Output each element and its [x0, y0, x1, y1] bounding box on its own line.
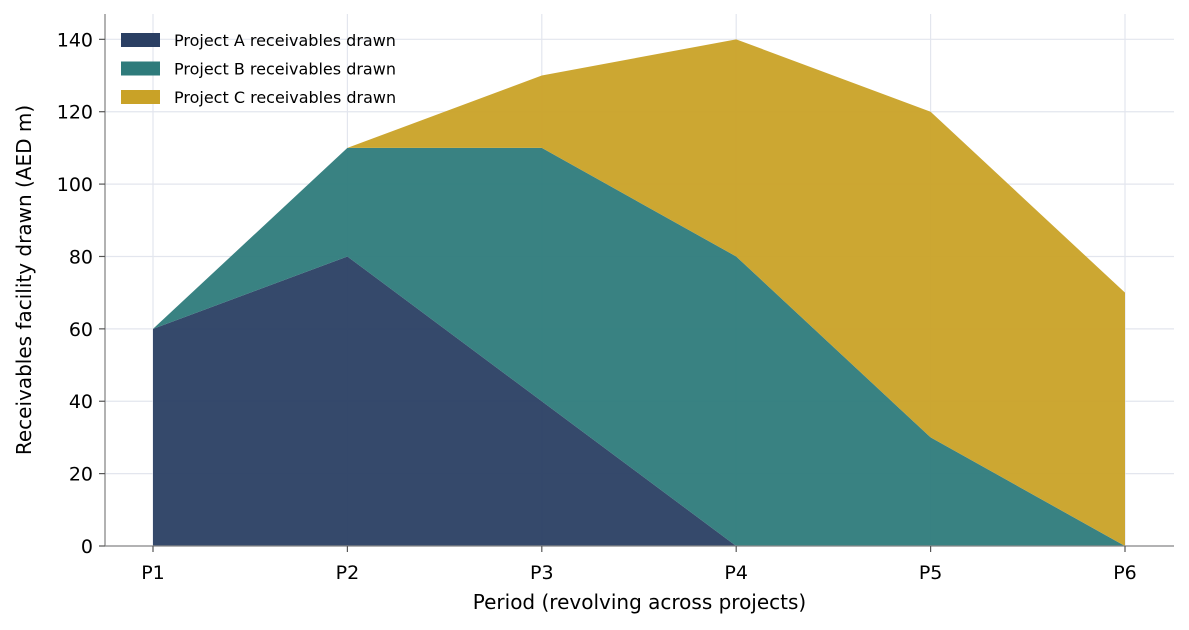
legend-swatch [121, 33, 160, 47]
legend-label: Project B receivables drawn [174, 60, 396, 79]
x-tick-label: P6 [1113, 562, 1137, 584]
area-series-c [153, 39, 1125, 546]
axes [104, 14, 1174, 547]
y-tick-label: 60 [69, 319, 93, 341]
legend-label: Project C receivables drawn [174, 88, 396, 107]
y-axis-title: Receivables facility drawn (AED m) [12, 105, 36, 455]
y-tick-label: 0 [81, 536, 93, 558]
x-tick-label: P4 [724, 562, 748, 584]
y-tick-label: 100 [57, 174, 93, 196]
tick-labels: 0 20 40 60 80 100 120 140 P1 P2 P3 P4 P5 P6 [57, 29, 1137, 584]
area-series-a [153, 256, 1125, 546]
legend-swatch [121, 90, 160, 104]
y-tick-label: 140 [57, 29, 93, 51]
x-tick-label: P3 [530, 562, 554, 584]
x-axis-title: Period (revolving across projects) [473, 590, 806, 614]
y-tick-label: 20 [69, 464, 93, 486]
legend: Project A receivables drawn Project B rec… [121, 31, 396, 107]
y-tick-label: 40 [69, 391, 93, 413]
legend-label: Project A receivables drawn [174, 31, 396, 50]
legend-swatch [121, 61, 160, 76]
x-tick-label: P1 [141, 562, 165, 584]
x-tick-label: P2 [336, 562, 360, 584]
y-tick-label: 80 [69, 246, 93, 268]
x-tick-label: P5 [919, 562, 943, 584]
area-series-b [153, 147, 1125, 546]
area-series [153, 39, 1125, 546]
y-tick-label: 120 [57, 102, 93, 124]
